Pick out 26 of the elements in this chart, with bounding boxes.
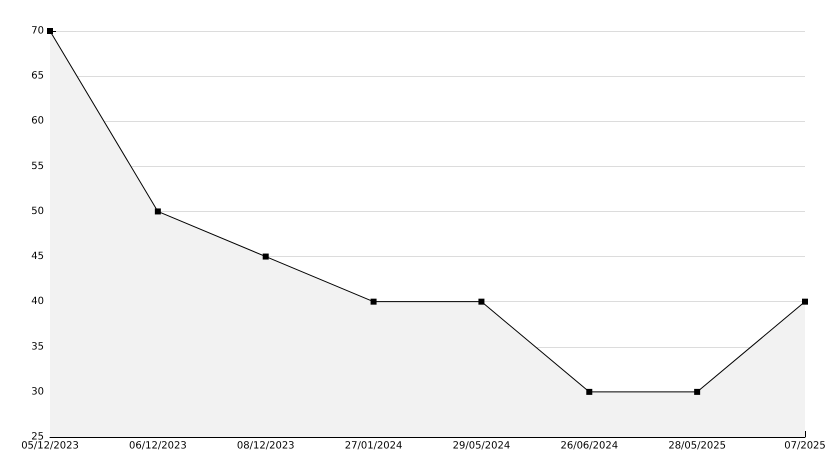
y-tick-label: 50: [31, 206, 44, 217]
y-tick-label: 30: [31, 386, 44, 398]
x-tick-label: 07/2025: [784, 440, 826, 452]
x-tick-label: 27/01/2024: [344, 440, 402, 452]
point: [694, 388, 700, 395]
x-tick-label: 08/12/2023: [236, 440, 295, 452]
y-tick-label: 25: [31, 432, 44, 442]
y-tick-label: 40: [31, 296, 44, 308]
point: [154, 208, 161, 214]
point: [802, 298, 808, 305]
x-tick-label: 06/12/2023: [129, 440, 187, 452]
y-tick-label: 65: [31, 70, 44, 82]
point: [370, 298, 377, 305]
point: [47, 28, 53, 34]
y-tick-label: 35: [31, 341, 44, 352]
y-tick-label: 60: [31, 116, 44, 127]
point: [586, 388, 592, 395]
y-tick-label: 45: [31, 251, 44, 262]
y-tick-label: 55: [31, 160, 44, 172]
point: [262, 254, 269, 260]
point: [478, 298, 484, 305]
x-tick-label: 05/12/2023: [21, 440, 79, 452]
x-tick-label: 29/05/2024: [452, 440, 510, 452]
y-tick-label: 70: [31, 26, 44, 36]
x-tick-label: 28/05/2025: [668, 440, 726, 452]
x-tick-label: 26/06/2024: [560, 440, 618, 452]
